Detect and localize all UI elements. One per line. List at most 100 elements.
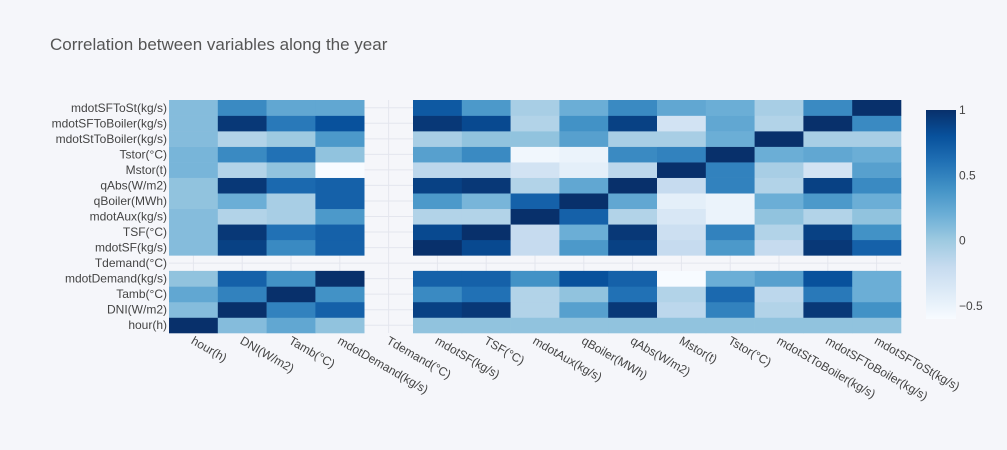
heatmap-cell[interactable] (266, 162, 316, 178)
heatmap-cell[interactable] (217, 193, 267, 210)
heatmap-cell[interactable] (413, 131, 463, 147)
heatmap-cell[interactable] (169, 224, 219, 241)
heatmap-cell[interactable] (461, 224, 511, 241)
heatmap-cell[interactable] (217, 208, 267, 225)
heatmap-cell[interactable] (217, 100, 267, 116)
heatmap-cell[interactable] (852, 131, 902, 147)
heatmap-cell[interactable] (413, 286, 463, 303)
heatmap-cell[interactable] (657, 286, 707, 303)
heatmap-cell[interactable] (705, 224, 755, 241)
heatmap-cell[interactable] (510, 208, 560, 225)
colorbar[interactable]: 1 0.5 0 −0.5 (926, 103, 983, 319)
heatmap-cell[interactable] (852, 286, 902, 303)
heatmap-cell[interactable] (461, 146, 511, 163)
heatmap-cell[interactable] (510, 286, 560, 303)
heatmap-cell[interactable] (510, 131, 560, 147)
heatmap-cell[interactable] (217, 162, 267, 178)
heatmap-cell[interactable] (169, 193, 219, 210)
heatmap-cell[interactable] (754, 239, 804, 256)
heatmap-cell[interactable] (754, 286, 804, 303)
heatmap-cell[interactable] (559, 146, 609, 163)
heatmap-cell[interactable] (266, 131, 316, 147)
heatmap-cell[interactable] (803, 317, 853, 334)
heatmap-cell[interactable] (169, 131, 219, 147)
heatmap-cell[interactable] (169, 301, 219, 318)
heatmap-cell[interactable] (657, 162, 707, 178)
heatmap-cell[interactable] (315, 317, 365, 334)
heatmap-cell[interactable] (803, 146, 853, 163)
heatmap-cell[interactable] (413, 177, 463, 194)
heatmap-cell[interactable] (217, 239, 267, 256)
heatmap-cell[interactable] (559, 270, 609, 287)
heatmap-cell[interactable] (461, 115, 511, 132)
heatmap-cell[interactable] (315, 301, 365, 318)
heatmap-cell[interactable] (852, 193, 902, 210)
heatmap-cell[interactable] (754, 115, 804, 132)
heatmap-cell[interactable] (266, 301, 316, 318)
heatmap-cell[interactable] (461, 208, 511, 225)
heatmap-cell[interactable] (705, 239, 755, 256)
heatmap-cell[interactable] (461, 239, 511, 256)
heatmap-cell[interactable] (413, 146, 463, 163)
heatmap-cell[interactable] (608, 208, 658, 225)
heatmap-cell[interactable] (754, 162, 804, 178)
heatmap-cell[interactable] (852, 177, 902, 194)
heatmap-cell[interactable] (803, 131, 853, 147)
heatmap-cell[interactable] (217, 146, 267, 163)
heatmap-cell[interactable] (608, 177, 658, 194)
heatmap-cell[interactable] (608, 146, 658, 163)
heatmap-cell[interactable] (169, 270, 219, 287)
heatmap-cell[interactable] (510, 317, 560, 334)
heatmap-cell[interactable] (754, 224, 804, 241)
heatmap-cell[interactable] (266, 115, 316, 132)
heatmap-cell[interactable] (315, 115, 365, 132)
heatmap-cell[interactable] (217, 224, 267, 241)
heatmap-cell[interactable] (461, 301, 511, 318)
heatmap-cell[interactable] (461, 317, 511, 334)
heatmap-cell[interactable] (705, 286, 755, 303)
heatmap-cell[interactable] (608, 162, 658, 178)
heatmap-cell[interactable] (852, 301, 902, 318)
heatmap-cell[interactable] (315, 131, 365, 147)
heatmap-cell[interactable] (461, 162, 511, 178)
heatmap-cell[interactable] (559, 100, 609, 116)
heatmap-cell[interactable] (754, 146, 804, 163)
heatmap-cell[interactable] (705, 317, 755, 334)
heatmap-cell[interactable] (510, 177, 560, 194)
heatmap-cell[interactable] (657, 193, 707, 210)
heatmap-cell[interactable] (266, 177, 316, 194)
heatmap-cell[interactable] (852, 239, 902, 256)
heatmap-cell[interactable] (705, 177, 755, 194)
heatmap-cell[interactable] (315, 100, 365, 116)
heatmap-cell[interactable] (559, 286, 609, 303)
heatmap-cell[interactable] (169, 317, 219, 334)
heatmap-cell[interactable] (852, 270, 902, 287)
heatmap-cell[interactable] (803, 239, 853, 256)
heatmap-cell[interactable] (754, 131, 804, 147)
heatmap-cell[interactable] (852, 208, 902, 225)
heatmap-cell[interactable] (461, 131, 511, 147)
heatmap-cell[interactable] (461, 177, 511, 194)
heatmap-cell[interactable] (559, 131, 609, 147)
heatmap-cell[interactable] (315, 146, 365, 163)
heatmap-cell[interactable] (413, 193, 463, 210)
heatmap-cell[interactable] (266, 100, 316, 116)
heatmap-cell[interactable] (608, 301, 658, 318)
heatmap-cell[interactable] (413, 162, 463, 178)
heatmap-cell[interactable] (510, 193, 560, 210)
heatmap-cell[interactable] (461, 270, 511, 287)
heatmap-cell[interactable] (803, 193, 853, 210)
heatmap-cell[interactable] (754, 208, 804, 225)
heatmap-cell[interactable] (559, 301, 609, 318)
heatmap-cell[interactable] (852, 115, 902, 132)
heatmap-cell[interactable] (852, 100, 902, 116)
heatmap-cell[interactable] (608, 100, 658, 116)
heatmap-cell[interactable] (413, 317, 463, 334)
heatmap-cell[interactable] (803, 270, 853, 287)
heatmap-cell[interactable] (705, 146, 755, 163)
heatmap-cell[interactable] (315, 239, 365, 256)
heatmap-cell[interactable] (169, 162, 219, 178)
heatmap-cell[interactable] (169, 286, 219, 303)
heatmap-cell[interactable] (169, 239, 219, 256)
heatmap-cell[interactable] (803, 177, 853, 194)
